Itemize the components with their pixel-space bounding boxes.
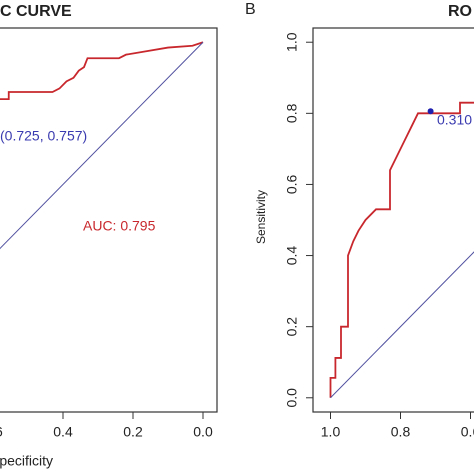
y-tick-label: 0.2	[284, 317, 300, 337]
chart-title: C CURVE	[0, 3, 72, 20]
curve	[0, 41, 204, 101]
y-tick-label: 0.8	[284, 103, 300, 123]
curve	[329, 101, 474, 398]
y-tick-label: 0.6	[284, 175, 300, 195]
panel-label: B	[245, 1, 256, 18]
x-tick-label: 0.6	[461, 424, 474, 440]
curve	[330, 251, 474, 399]
curve	[0, 41, 204, 250]
x-tick-label: 1.0	[321, 424, 341, 440]
x-tick-label: 0.4	[53, 424, 73, 440]
x-tick-label: 0.6	[0, 424, 3, 440]
x-tick-label: 0.8	[391, 424, 411, 440]
chart-title: RO	[448, 3, 472, 20]
plot-frame	[312, 27, 474, 413]
x-axis-label: Specificity	[0, 453, 53, 469]
annotation: AUC: 0.795	[83, 218, 156, 234]
annotation: (0.725, 0.757)	[0, 128, 87, 144]
y-tick-label: 0.4	[284, 246, 300, 266]
y-tick-label: 1.0	[284, 32, 300, 52]
annotation: 0.310	[437, 112, 472, 128]
x-tick-label: 0.0	[193, 424, 213, 440]
x-tick-label: 0.2	[123, 424, 143, 440]
y-axis-label: Sensitivity	[254, 190, 268, 244]
cutoff-point	[427, 108, 434, 115]
y-tick-label: 0.0	[284, 388, 300, 408]
plot-frame	[0, 27, 218, 413]
